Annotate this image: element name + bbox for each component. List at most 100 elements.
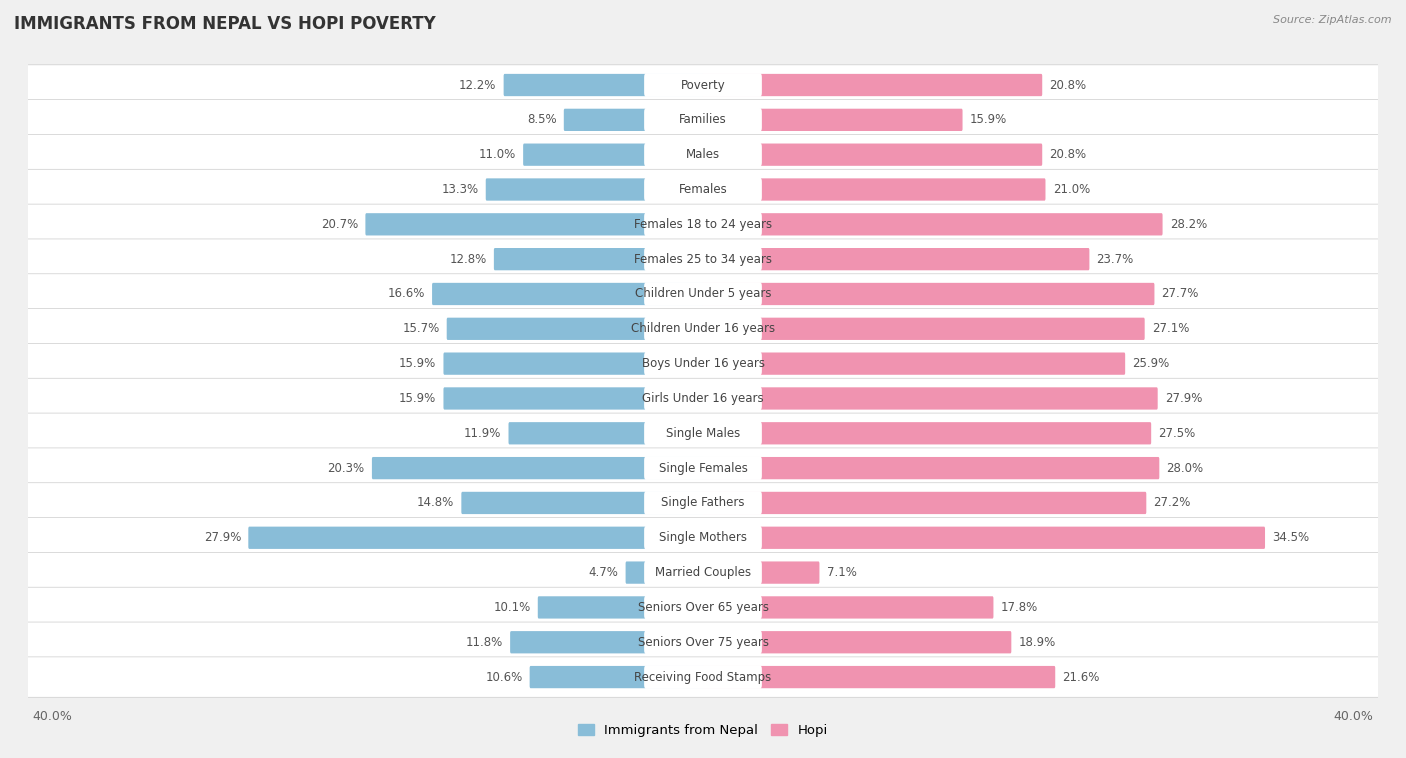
Text: Families: Families: [679, 114, 727, 127]
FancyBboxPatch shape: [644, 631, 762, 654]
FancyBboxPatch shape: [644, 596, 762, 619]
FancyBboxPatch shape: [644, 526, 762, 550]
FancyBboxPatch shape: [702, 248, 1090, 271]
FancyBboxPatch shape: [27, 657, 1379, 697]
FancyBboxPatch shape: [27, 134, 1379, 175]
FancyBboxPatch shape: [702, 631, 1011, 653]
Text: Single Females: Single Females: [658, 462, 748, 475]
FancyBboxPatch shape: [530, 666, 704, 688]
Text: 12.2%: 12.2%: [460, 79, 496, 92]
FancyBboxPatch shape: [249, 527, 704, 549]
FancyBboxPatch shape: [702, 283, 1154, 305]
FancyBboxPatch shape: [27, 553, 1379, 593]
Text: 11.8%: 11.8%: [465, 636, 503, 649]
Text: Single Fathers: Single Fathers: [661, 496, 745, 509]
FancyBboxPatch shape: [485, 178, 704, 201]
Text: Single Males: Single Males: [666, 427, 740, 440]
FancyBboxPatch shape: [27, 99, 1379, 140]
FancyBboxPatch shape: [27, 169, 1379, 210]
Text: 13.3%: 13.3%: [441, 183, 478, 196]
Text: 4.7%: 4.7%: [589, 566, 619, 579]
FancyBboxPatch shape: [644, 247, 762, 271]
FancyBboxPatch shape: [626, 562, 704, 584]
FancyBboxPatch shape: [644, 74, 762, 97]
FancyBboxPatch shape: [27, 518, 1379, 558]
FancyBboxPatch shape: [702, 457, 1160, 479]
FancyBboxPatch shape: [644, 456, 762, 480]
FancyBboxPatch shape: [461, 492, 704, 514]
FancyBboxPatch shape: [27, 239, 1379, 280]
Text: 11.0%: 11.0%: [478, 148, 516, 161]
FancyBboxPatch shape: [443, 352, 704, 374]
Text: Single Mothers: Single Mothers: [659, 531, 747, 544]
FancyBboxPatch shape: [644, 352, 762, 375]
Text: Females 18 to 24 years: Females 18 to 24 years: [634, 218, 772, 231]
FancyBboxPatch shape: [503, 74, 704, 96]
FancyBboxPatch shape: [702, 352, 1125, 374]
FancyBboxPatch shape: [494, 248, 704, 271]
Text: 15.7%: 15.7%: [402, 322, 440, 335]
FancyBboxPatch shape: [644, 177, 762, 202]
Text: IMMIGRANTS FROM NEPAL VS HOPI POVERTY: IMMIGRANTS FROM NEPAL VS HOPI POVERTY: [14, 15, 436, 33]
FancyBboxPatch shape: [443, 387, 704, 409]
FancyBboxPatch shape: [644, 317, 762, 340]
FancyBboxPatch shape: [27, 448, 1379, 488]
FancyBboxPatch shape: [27, 378, 1379, 418]
Text: 8.5%: 8.5%: [527, 114, 557, 127]
Text: Children Under 16 years: Children Under 16 years: [631, 322, 775, 335]
FancyBboxPatch shape: [644, 143, 762, 167]
Text: 12.8%: 12.8%: [450, 252, 486, 265]
Text: 27.2%: 27.2%: [1153, 496, 1191, 509]
Text: 27.7%: 27.7%: [1161, 287, 1199, 300]
Text: Source: ZipAtlas.com: Source: ZipAtlas.com: [1274, 15, 1392, 25]
FancyBboxPatch shape: [447, 318, 704, 340]
FancyBboxPatch shape: [702, 666, 1056, 688]
FancyBboxPatch shape: [27, 413, 1379, 453]
FancyBboxPatch shape: [702, 213, 1163, 236]
FancyBboxPatch shape: [523, 143, 704, 166]
FancyBboxPatch shape: [564, 108, 704, 131]
FancyBboxPatch shape: [702, 527, 1265, 549]
FancyBboxPatch shape: [702, 387, 1157, 409]
Text: 21.6%: 21.6%: [1063, 671, 1099, 684]
Text: 34.5%: 34.5%: [1272, 531, 1309, 544]
FancyBboxPatch shape: [366, 213, 704, 236]
FancyBboxPatch shape: [27, 587, 1379, 628]
Text: Females: Females: [679, 183, 727, 196]
Text: 21.0%: 21.0%: [1053, 183, 1090, 196]
FancyBboxPatch shape: [702, 178, 1046, 201]
FancyBboxPatch shape: [702, 143, 1042, 166]
Text: 20.7%: 20.7%: [321, 218, 359, 231]
Text: Boys Under 16 years: Boys Under 16 years: [641, 357, 765, 370]
Text: 11.9%: 11.9%: [464, 427, 502, 440]
FancyBboxPatch shape: [27, 65, 1379, 105]
Text: Girls Under 16 years: Girls Under 16 years: [643, 392, 763, 405]
Text: 15.9%: 15.9%: [970, 114, 1007, 127]
FancyBboxPatch shape: [644, 421, 762, 445]
FancyBboxPatch shape: [702, 318, 1144, 340]
Text: Females 25 to 34 years: Females 25 to 34 years: [634, 252, 772, 265]
Text: 28.2%: 28.2%: [1170, 218, 1206, 231]
FancyBboxPatch shape: [702, 597, 994, 619]
Text: 7.1%: 7.1%: [827, 566, 856, 579]
FancyBboxPatch shape: [644, 212, 762, 236]
Text: Males: Males: [686, 148, 720, 161]
Text: Seniors Over 75 years: Seniors Over 75 years: [637, 636, 769, 649]
FancyBboxPatch shape: [27, 274, 1379, 314]
FancyBboxPatch shape: [27, 343, 1379, 384]
FancyBboxPatch shape: [27, 483, 1379, 523]
Text: 17.8%: 17.8%: [1001, 601, 1038, 614]
FancyBboxPatch shape: [373, 457, 704, 479]
Text: 23.7%: 23.7%: [1097, 252, 1133, 265]
Text: 20.8%: 20.8%: [1049, 79, 1087, 92]
FancyBboxPatch shape: [644, 491, 762, 515]
FancyBboxPatch shape: [644, 387, 762, 410]
Text: 28.0%: 28.0%: [1167, 462, 1204, 475]
Text: 10.6%: 10.6%: [485, 671, 523, 684]
Legend: Immigrants from Nepal, Hopi: Immigrants from Nepal, Hopi: [578, 724, 828, 737]
FancyBboxPatch shape: [644, 108, 762, 132]
FancyBboxPatch shape: [702, 562, 820, 584]
FancyBboxPatch shape: [509, 422, 704, 444]
FancyBboxPatch shape: [644, 561, 762, 584]
Text: Married Couples: Married Couples: [655, 566, 751, 579]
